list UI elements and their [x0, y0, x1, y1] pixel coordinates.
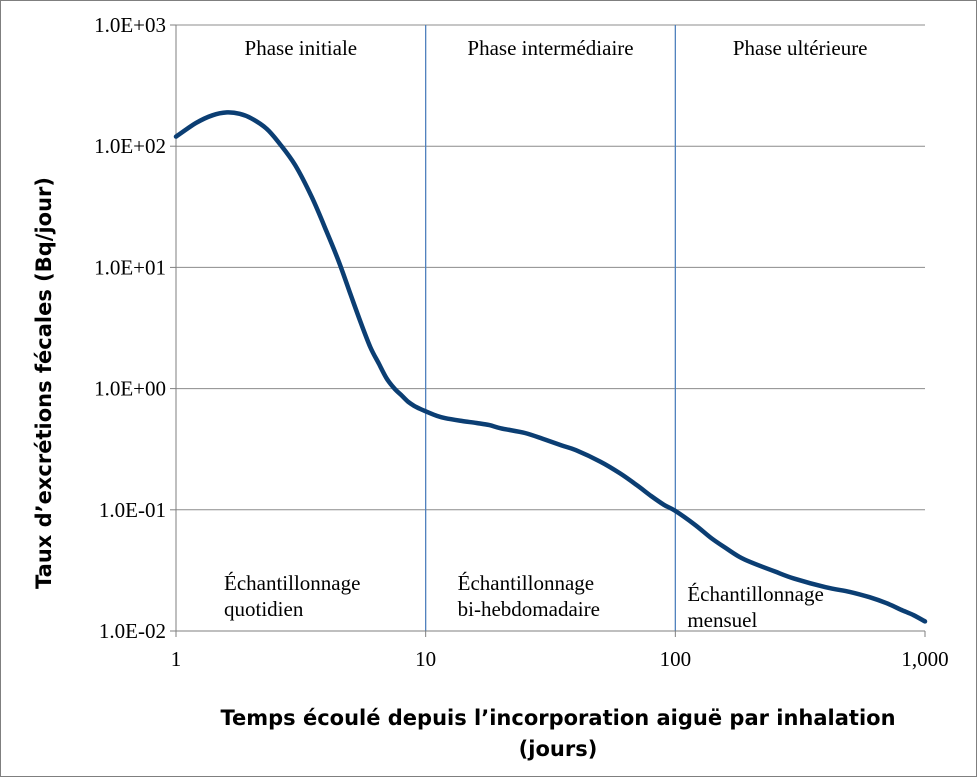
phase-sampling-label: Échantillonnage: [687, 582, 823, 606]
phase-labels: Phase initialeÉchantillonnagequotidienPh…: [224, 36, 868, 632]
y-tick-label: 1.0E-01: [99, 498, 166, 522]
series-layer: [173, 110, 928, 624]
y-tick-label: 1.0E-02: [99, 619, 166, 643]
y-tick-label: 1.0E+00: [94, 377, 166, 401]
y-tick-label: 1.0E+03: [94, 13, 166, 37]
x-tick-label: 100: [660, 647, 692, 671]
x-tick-label: 10: [415, 647, 436, 671]
y-tick-labels: 1.0E-02 1.0E-01 1.0E+00 1.0E+01 1.0E+02 1.0E+…: [94, 13, 166, 643]
y-tick-label: 1.0E+02: [94, 134, 166, 158]
axes: [170, 24, 926, 637]
phase-title: Phase ultérieure: [733, 36, 868, 60]
phase-title: Phase intermédiaire: [467, 36, 633, 60]
x-tick-label: 1,000: [901, 647, 948, 671]
x-tick-labels: 1 10 100 1,000: [171, 647, 949, 671]
x-tick-label: 1: [171, 647, 182, 671]
phase-dividers: [425, 25, 676, 631]
phase-sampling-label: Échantillonnage: [458, 571, 594, 595]
phase-sampling-label: mensuel: [687, 608, 757, 632]
phase-sampling-label: quotidien: [224, 597, 304, 621]
phase-title: Phase initiale: [245, 36, 358, 60]
phase-sampling-label: Échantillonnage: [224, 571, 360, 595]
grid-lines: [176, 24, 925, 511]
x-axis-title-line-1: Temps écoulé depuis l’incorporation aigu…: [220, 706, 895, 730]
series-line-0: [173, 110, 928, 624]
phase-sampling-label: bi-hebdomadaire: [458, 597, 600, 621]
y-tick-label: 1.0E+01: [94, 255, 166, 279]
x-axis-title-line-2: (jours): [519, 737, 598, 761]
y-axis-title: Taux d’excrétions fécales (Bq/jour): [32, 177, 56, 589]
